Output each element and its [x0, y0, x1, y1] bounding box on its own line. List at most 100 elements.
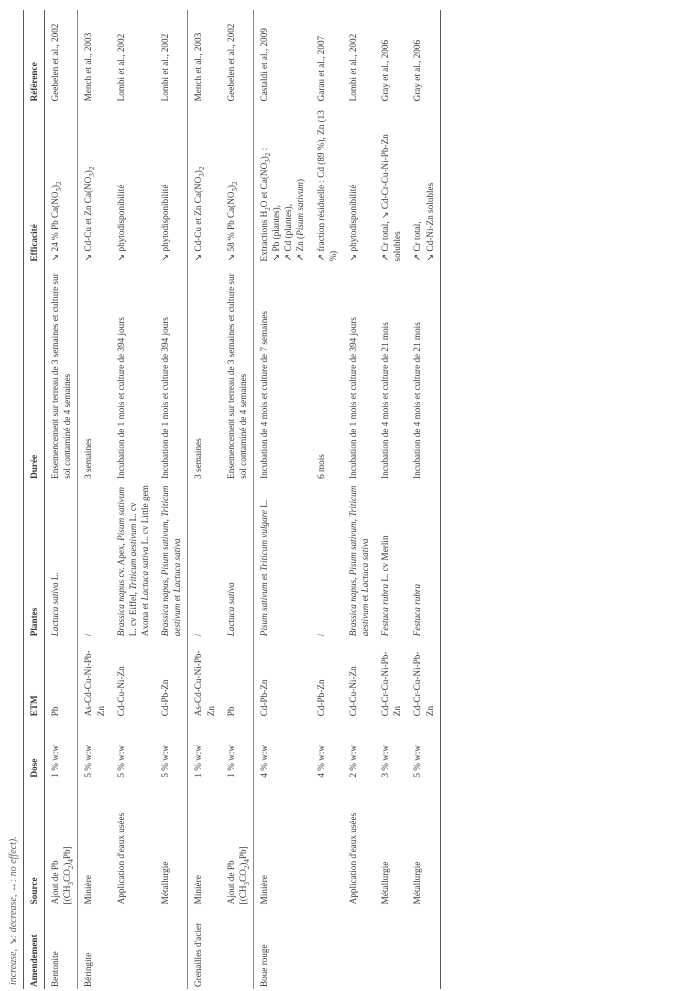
cell-plantes: Lactuca sativa [221, 481, 254, 638]
table-row: Métallurgie3 % w:wCd-Cr-Cu-Ni-Pb-ZnFestu… [375, 10, 407, 989]
cell-etm: Pb [45, 638, 78, 718]
cell-etm: Cd-Cr-Cu-Ni-Pb-Zn [407, 638, 440, 718]
col-etm: ETM [24, 638, 45, 718]
table-body: BentoniteAjout de Pb[(CH3CO2)4Pb]1 % w:w… [45, 10, 441, 989]
cell-amendement: Béringite [78, 906, 111, 989]
cell-reference: Mench et al., 2003 [188, 10, 221, 103]
cell-duree: Incubation de 1 mois et culture de 394 j… [111, 263, 155, 480]
cell-plantes: Festuca rubra L. cv Merlin [375, 481, 407, 638]
cell-etm: Cd-Pb-Zn [311, 638, 343, 718]
cell-amendement [221, 906, 254, 989]
table-row: Grenailles d'acierMinière1 % w:wAs-Cd-Cu… [188, 10, 221, 989]
cell-reference: Gray et al., 2006 [375, 10, 407, 103]
cell-source: Métallurgie [155, 780, 188, 907]
table-row: Boue rougeMinière4 % w:wCd-Pb-ZnPisum sa… [253, 10, 310, 989]
cell-duree: Ensemencement sur terreau de 3 semaines … [45, 263, 78, 480]
cell-efficacite: ↘ phytodisponibilité [343, 103, 375, 263]
cell-duree: Incubation de 4 mois et culture de 21 mo… [375, 263, 407, 480]
cell-source: Application d'eaux usées [111, 780, 155, 907]
cell-amendement: Bentonite [45, 906, 78, 989]
cell-etm: As-Cd-Cu-Ni-Pb-Zn [188, 638, 221, 718]
table-row: Application d'eaux usées5 % w:wCd-Cu-Ni-… [111, 10, 155, 989]
cell-efficacite: ↘ phytodisponibilité [155, 103, 188, 263]
col-amendement: Amendement [24, 906, 45, 989]
cell-reference: Gray et al., 2006 [407, 10, 440, 103]
cell-efficacite: ↘ Cd-Cu et Zn Ca(NO3)2 [78, 103, 111, 263]
cell-dose: 1 % w:w [188, 718, 221, 779]
cell-duree: Incubation de 1 mois et culture de 394 j… [343, 263, 375, 480]
cell-source: Application d'eaux usées [343, 780, 375, 907]
col-source: Source [24, 780, 45, 907]
cell-dose: 2 % w:w [343, 718, 375, 779]
cell-dose: 4 % w:w [311, 718, 343, 779]
cell-plantes: Brassica napus cv. Apex, Pisum sativum L… [111, 481, 155, 638]
cell-duree: 3 semaines [188, 263, 221, 480]
cell-plantes: Brassica napus, Pisum sativum, Triticum … [155, 481, 188, 638]
cell-duree: Incubation de 4 mois et culture de 7 sem… [253, 263, 310, 480]
cell-reference: Lombi et al., 2002 [155, 10, 188, 103]
cell-source: Ajout de Pb[(CH3CO2)4Pb] [221, 780, 254, 907]
table-header-row: Amendement Source Dose ETM Plantes Durée… [24, 10, 45, 989]
cell-reference: Castaldi et al., 2009 [253, 10, 310, 103]
cell-source: Minière [188, 780, 221, 907]
col-duree: Durée [24, 263, 45, 480]
cell-etm: Cd-Pb-Zn [155, 638, 188, 718]
cell-efficacite: Extractions H2O et Ca(NO3)2 :↘ Pb (plant… [253, 103, 310, 263]
cell-amendement [407, 906, 440, 989]
cell-dose: 1 % w:w [221, 718, 254, 779]
cell-etm: Cd-Pb-Zn [253, 638, 310, 718]
table-row: 4 % w:wCd-Pb-Zn/6 mois↗ fraction résidue… [311, 10, 343, 989]
cell-dose: 5 % w:w [111, 718, 155, 779]
cell-duree: 3 semaines [78, 263, 111, 480]
cell-etm: Cd-Cu-Ni-Zn [343, 638, 375, 718]
cell-reference: Mench et al., 2003 [78, 10, 111, 103]
cell-efficacite: ↘ phytodisponibilité [111, 103, 155, 263]
col-efficacite: Efficacité [24, 103, 45, 263]
cell-efficacite: ↘ 58 % Pb Ca(NO3)2 [221, 103, 254, 263]
soil-amendment-table: Amendement Source Dose ETM Plantes Durée… [23, 10, 441, 989]
cell-reference: Lombi et al., 2002 [343, 10, 375, 103]
cell-source: Minière [253, 780, 310, 907]
cell-reference: Garau et al., 2007 [311, 10, 343, 103]
cell-source [311, 780, 343, 907]
cell-source: Minière [78, 780, 111, 907]
cell-source: Métallurgie [407, 780, 440, 907]
table-row: Métallurgie5 % w:wCd-Pb-ZnBrassica napus… [155, 10, 188, 989]
cell-amendement [111, 906, 155, 989]
cell-efficacite: ↗ fraction résiduelle : Cd (89 %), Zn (1… [311, 103, 343, 263]
col-dose: Dose [24, 718, 45, 779]
cell-dose: 1 % w:w [45, 718, 78, 779]
table-row: Application d'eaux usées2 % w:wCd-Cu-Ni-… [343, 10, 375, 989]
cell-source: Ajout de Pb[(CH3CO2)4Pb] [45, 780, 78, 907]
cell-amendement [343, 906, 375, 989]
table-row: BéringiteMinière5 % w:wAs-Cd-Cu-Ni-Pb-Zn… [78, 10, 111, 989]
cell-reference: Geebelen et al., 2002 [45, 10, 78, 103]
cell-dose: 5 % w:w [407, 718, 440, 779]
cell-duree: 6 mois [311, 263, 343, 480]
cell-amendement [155, 906, 188, 989]
cell-etm: As-Cd-Cu-Ni-Pb-Zn [78, 638, 111, 718]
col-plantes: Plantes [24, 481, 45, 638]
cell-dose: 5 % w:w [155, 718, 188, 779]
cell-efficacite: ↗ Cr total, ↘ Cd-Cr-Cu-Ni-Pb-Zn solubles [375, 103, 407, 263]
cell-plantes: Pisum sativum et Triticum vulgare L. [253, 481, 310, 638]
table-row: Métallurgie5 % w:wCd-Cr-Cu-Ni-Pb-ZnFestu… [407, 10, 440, 989]
cell-dose: 3 % w:w [375, 718, 407, 779]
cell-plantes: Festuca rubra [407, 481, 440, 638]
cell-source: Métallurgie [375, 780, 407, 907]
cell-etm: Cd-Cu-Ni-Zn [111, 638, 155, 718]
cell-efficacite: ↗ Cr total,↘ Cd-Ni-Zn solubles [407, 103, 440, 263]
cell-etm: Cd-Cr-Cu-Ni-Pb-Zn [375, 638, 407, 718]
cell-etm: Pb [221, 638, 254, 718]
cell-plantes: / [311, 481, 343, 638]
table-row: Ajout de Pb[(CH3CO2)4Pb]1 % w:wPbLactuca… [221, 10, 254, 989]
col-reference: Référence [24, 10, 45, 103]
cell-plantes: / [188, 481, 221, 638]
caption-tail: increase, ↘: decrease, ↔: no effect). [8, 10, 19, 985]
cell-duree: Incubation de 4 mois et culture de 21 mo… [407, 263, 440, 480]
cell-amendement: Grenailles d'acier [188, 906, 221, 989]
cell-plantes: Lactuca sativa L. [45, 481, 78, 638]
cell-plantes: Brassica napus, Pisum sativum, Triticum … [343, 481, 375, 638]
cell-duree: Incubation de 1 mois et culture de 394 j… [155, 263, 188, 480]
cell-duree: Ensemencement sur terreau de 3 semaines … [221, 263, 254, 480]
